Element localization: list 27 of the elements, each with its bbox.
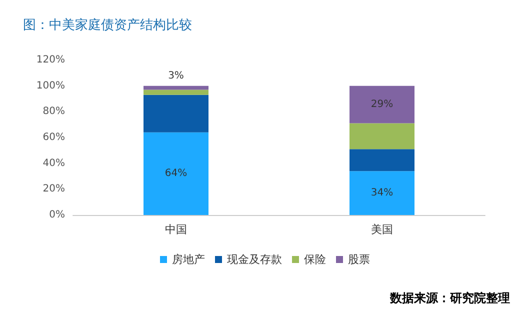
y-tick-label: 0% bbox=[49, 210, 65, 220]
bar bbox=[350, 171, 414, 215]
y-tick-label: 60% bbox=[42, 132, 65, 143]
bar bbox=[350, 149, 414, 172]
y-tick-label: 20% bbox=[42, 184, 65, 195]
bar bbox=[144, 86, 208, 90]
y-tick-label: 100% bbox=[36, 80, 65, 92]
legend-label: 房地产 bbox=[172, 253, 205, 266]
x-tick-label: 中国 bbox=[165, 223, 187, 236]
legend-label: 保险 bbox=[304, 253, 326, 266]
legend-label: 现金及存款 bbox=[227, 253, 282, 266]
bar bbox=[144, 132, 208, 215]
bar bbox=[350, 123, 414, 150]
data-label: 64% bbox=[164, 168, 188, 180]
y-tick-label: 120% bbox=[36, 54, 65, 66]
source-note: 数据来源：研究院整理 bbox=[389, 291, 510, 305]
data-label: 34% bbox=[370, 188, 394, 199]
data-label: 3% bbox=[168, 70, 184, 82]
bar bbox=[350, 86, 414, 124]
chart-title: 图：中美家庭债资产结构比较 bbox=[23, 17, 192, 33]
legend-label: 股票 bbox=[348, 253, 370, 266]
bar bbox=[144, 94, 208, 132]
y-tick-label: 80% bbox=[42, 106, 65, 118]
x-tick-label: 美国 bbox=[371, 223, 393, 236]
bar bbox=[144, 90, 208, 95]
y-tick-label: 40% bbox=[42, 158, 65, 169]
data-label: 29% bbox=[370, 99, 394, 110]
